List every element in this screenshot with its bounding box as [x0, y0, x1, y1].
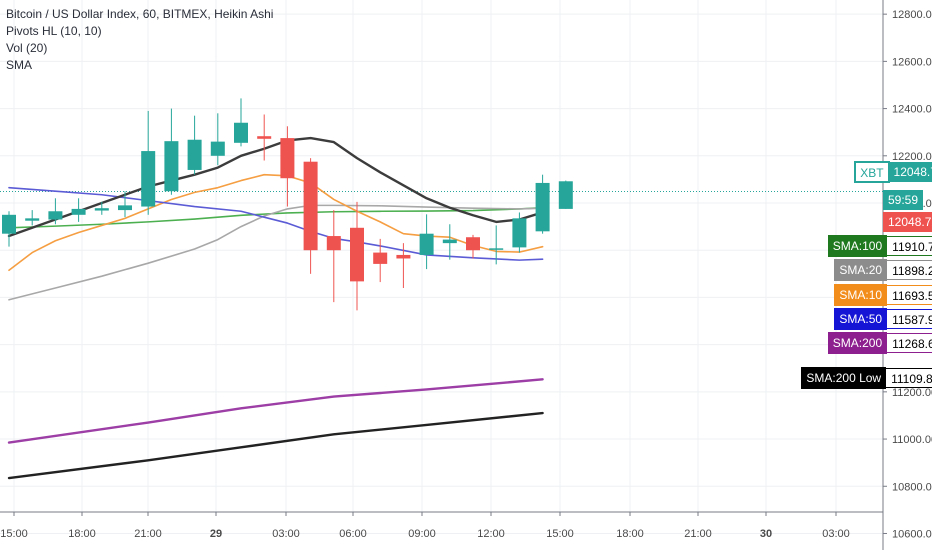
- price-tag-name: SMA:100: [827, 235, 888, 257]
- price-tag-value: 12048.72: [883, 212, 932, 232]
- x-tick-label: 03:00: [272, 528, 300, 540]
- price-tag-name: SMA:10: [834, 284, 888, 306]
- y-tick-label: 10600.00: [892, 528, 932, 540]
- x-tick-label: 18:00: [68, 528, 96, 540]
- x-tick-label: 15:00: [546, 528, 574, 540]
- price-tag-value: 11587.94: [886, 309, 932, 329]
- price-tag-name: SMA:50: [834, 308, 888, 330]
- price-tag-value-1: 59:59: [883, 190, 924, 210]
- candle-body-up[interactable]: [25, 218, 40, 221]
- x-tick-label: 12:00: [477, 528, 505, 540]
- candle-body-down[interactable]: [280, 138, 295, 179]
- candle-body-up[interactable]: [210, 141, 225, 156]
- candle-body-up[interactable]: [164, 141, 179, 192]
- sma-line-sma-200-low: [7, 411, 544, 480]
- candle-body-down[interactable]: [257, 136, 272, 139]
- candle-body-up[interactable]: [94, 208, 109, 211]
- price-tag-value: 12048.72: [888, 162, 932, 182]
- candle-body-up[interactable]: [535, 182, 550, 232]
- legend-title: Bitcoin / US Dollar Index, 60, BITMEX, H…: [6, 7, 274, 21]
- x-tick-label: 21:00: [134, 528, 162, 540]
- price-tag-value-2: 12048.72: [883, 212, 932, 232]
- x-tick-label: 30: [760, 528, 772, 540]
- price-tag-value: 11109.85: [885, 368, 932, 388]
- legend-sma[interactable]: SMA: [6, 58, 33, 72]
- candle-body-up[interactable]: [141, 151, 156, 207]
- candle-body-up[interactable]: [234, 122, 248, 143]
- price-tag-value: 59:59: [883, 190, 924, 210]
- candle-body-down[interactable]: [396, 254, 411, 259]
- price-tag-name: SMA:200: [827, 332, 888, 354]
- price-tag-name: XBT: [854, 161, 890, 183]
- y-tick-label: 11000.00: [892, 434, 932, 446]
- x-tick-label: 29: [210, 528, 222, 540]
- y-tick-label: 12200.00: [892, 151, 932, 163]
- candle-body-up[interactable]: [442, 239, 457, 244]
- y-tick-label: 11200.00: [892, 387, 932, 399]
- candle-body-up[interactable]: [2, 214, 16, 234]
- price-tag-value: 11910.73: [886, 236, 932, 256]
- legend-pivots[interactable]: Pivots HL (10, 10): [6, 24, 102, 38]
- y-tick-label: 12400.00: [892, 104, 932, 116]
- price-tag-name: SMA:20: [834, 259, 888, 281]
- x-tick-label: 15:00: [0, 528, 28, 540]
- candle-body-up[interactable]: [489, 248, 504, 250]
- y-tick-label: 12600.00: [892, 56, 932, 68]
- x-tick-label: 06:00: [339, 528, 367, 540]
- sma-line-sma-10: [8, 173, 544, 272]
- sma-line-sma-12-00: [7, 136, 544, 238]
- y-tick-label: 10800.00: [892, 481, 932, 493]
- candle-body-up[interactable]: [512, 218, 527, 248]
- candle-body-down[interactable]: [466, 237, 480, 251]
- candle-body-up[interactable]: [48, 211, 63, 220]
- sma-line-sma-200: [7, 378, 544, 444]
- legend-volume[interactable]: Vol (20): [6, 41, 48, 55]
- price-tag-value: 11268.64: [886, 333, 932, 353]
- sma-line-sma-100: [8, 206, 544, 229]
- x-tick-label: 18:00: [616, 528, 644, 540]
- price-tag-name: SMA:200 Low: [801, 367, 887, 389]
- candle-body-up[interactable]: [118, 205, 132, 211]
- candle-body-down[interactable]: [373, 252, 388, 264]
- price-tag-value: 11693.54: [886, 285, 932, 305]
- x-tick-label: 21:00: [684, 528, 712, 540]
- y-tick-label: 12800.00: [892, 9, 932, 21]
- candle-body-down[interactable]: [350, 227, 364, 282]
- price-tag-value: 11898.25: [886, 260, 932, 280]
- candle-body-down[interactable]: [326, 236, 341, 251]
- candle-body-up[interactable]: [187, 139, 202, 170]
- candle-body-up[interactable]: [419, 233, 434, 255]
- chart-legend: Bitcoin / US Dollar Index, 60, BITMEX, H…: [6, 6, 273, 74]
- candle-body-down[interactable]: [303, 161, 318, 251]
- x-tick-label: 09:00: [408, 528, 436, 540]
- candle-body-up[interactable]: [71, 208, 86, 215]
- sma-line-sma-50: [8, 186, 544, 261]
- x-tick-label: 03:00: [822, 528, 850, 540]
- candle-body-up[interactable]: [558, 181, 573, 209]
